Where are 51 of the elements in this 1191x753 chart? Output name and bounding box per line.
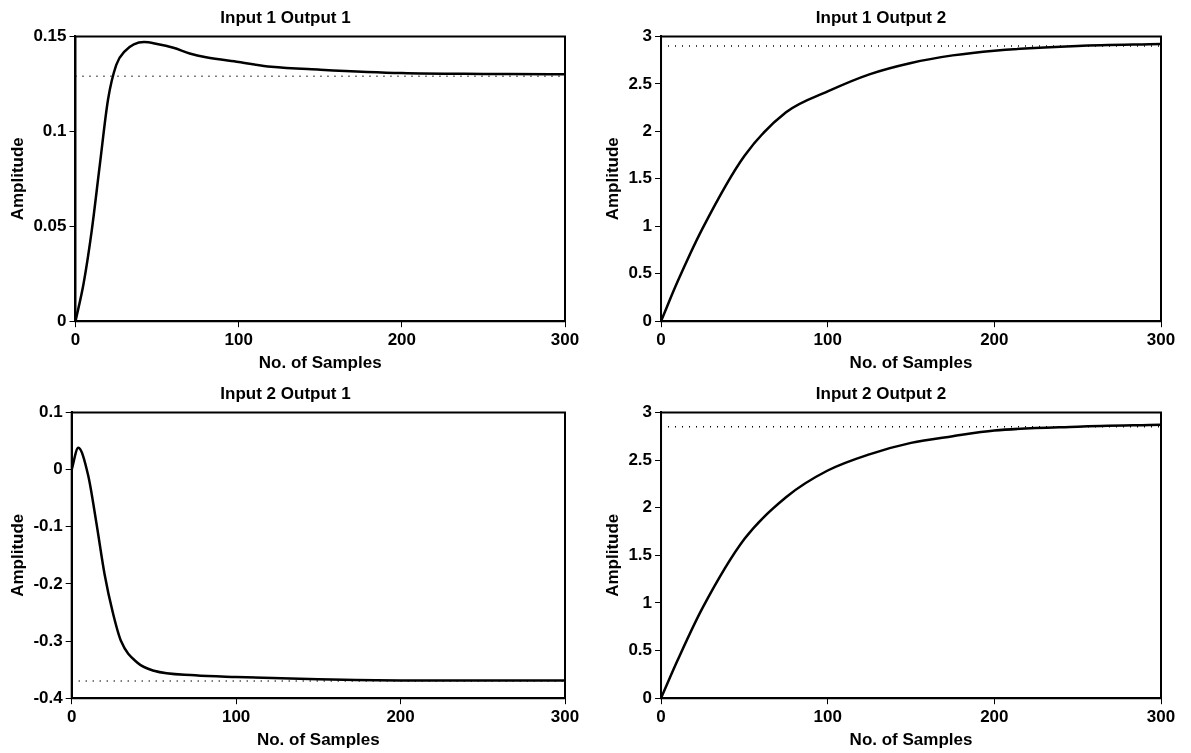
y-tick-label: 2.5 [628,73,653,93]
y-tick-label: -0.4 [33,687,64,707]
y-tick-label: 1.5 [628,168,653,188]
y-tick-label: 3 [642,26,653,46]
y-tick-label: 2 [642,121,653,141]
x-tick-label: 100 [221,707,251,727]
chart-title: Input 2 Output 1 [220,383,351,403]
y-tick-label: 0 [57,310,67,330]
y-tick-label: 0.5 [628,640,653,660]
y-tick-label: 2 [642,497,653,517]
y-tick-label: -0.1 [33,516,63,536]
y-tick-label: 2.5 [628,449,653,469]
y-tick-label: 0.5 [628,263,653,283]
x-tick-label: 100 [224,330,253,350]
y-axis-title: Amplitude [7,137,27,221]
y-axis-title: Amplitude [7,513,27,597]
x-axis-title: No. of Samples [849,730,973,750]
x-tick-label: 100 [813,707,842,727]
x-tick-label: 200 [386,707,415,727]
chart-title: Input 2 Output 2 [815,383,947,403]
chart-title: Input 1 Output 2 [815,7,947,27]
x-axis-title: No. of Samples [849,353,973,373]
y-tick-label: -0.3 [33,630,63,650]
y-tick-label: -0.2 [33,573,63,593]
y-axis-title: Amplitude [602,513,622,597]
y-tick-label: 0.1 [39,402,63,422]
x-tick-label: 0 [656,330,666,350]
y-axis-title: Amplitude [602,137,622,221]
x-axis-title: No. of Samples [256,730,380,750]
x-tick-label: 300 [1146,330,1176,350]
x-tick-label: 200 [980,330,1009,350]
x-tick-label: 300 [550,707,580,727]
y-tick-label: 0 [53,459,63,479]
y-tick-label: 0.1 [42,121,67,141]
y-tick-label: 0 [642,687,653,707]
y-tick-label: 0.05 [33,215,67,235]
x-tick-label: 0 [70,330,81,350]
x-tick-label: 0 [656,707,666,727]
x-tick-label: 100 [813,330,842,350]
y-tick-label: 0.15 [33,26,67,46]
x-tick-label: 200 [387,330,417,350]
x-tick-label: 200 [980,707,1009,727]
x-axis-title: No. of Samples [258,353,382,373]
y-tick-label: 1 [642,592,653,612]
chart-title: Input 1 Output 1 [220,7,351,27]
x-tick-label: 300 [1146,707,1176,727]
y-tick-label: 1.5 [628,544,653,564]
y-tick-label: 1 [642,215,653,235]
y-tick-label: 3 [642,402,653,422]
x-tick-label: 300 [550,330,580,350]
y-tick-label: 0 [642,310,653,330]
